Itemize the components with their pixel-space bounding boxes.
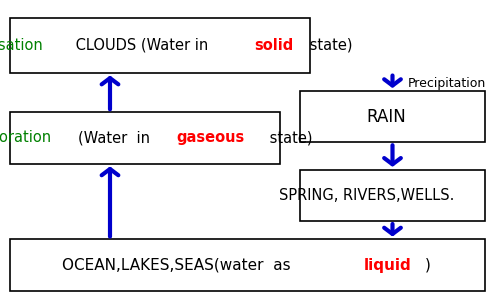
Text: Precipitation: Precipitation <box>408 77 486 90</box>
Text: Evaporation: Evaporation <box>0 130 52 145</box>
FancyBboxPatch shape <box>10 239 485 291</box>
FancyBboxPatch shape <box>10 112 280 164</box>
Text: ): ) <box>425 258 431 273</box>
Text: gaseous: gaseous <box>176 130 245 145</box>
Text: state): state) <box>305 38 352 53</box>
Text: (Water  in: (Water in <box>78 130 154 145</box>
Text: SPRING, RIVERS,WELLS.: SPRING, RIVERS,WELLS. <box>280 188 454 203</box>
Text: CLOUDS (Water in: CLOUDS (Water in <box>71 38 213 53</box>
Text: solid: solid <box>254 38 294 53</box>
Text: RAIN: RAIN <box>367 108 406 126</box>
FancyBboxPatch shape <box>300 91 485 142</box>
Text: state): state) <box>264 130 312 145</box>
FancyBboxPatch shape <box>10 18 310 73</box>
Text: OCEAN,LAKES,SEAS(water  as: OCEAN,LAKES,SEAS(water as <box>62 258 296 273</box>
Text: condensation: condensation <box>0 38 42 53</box>
FancyBboxPatch shape <box>300 170 485 221</box>
Text: liquid: liquid <box>364 258 412 273</box>
